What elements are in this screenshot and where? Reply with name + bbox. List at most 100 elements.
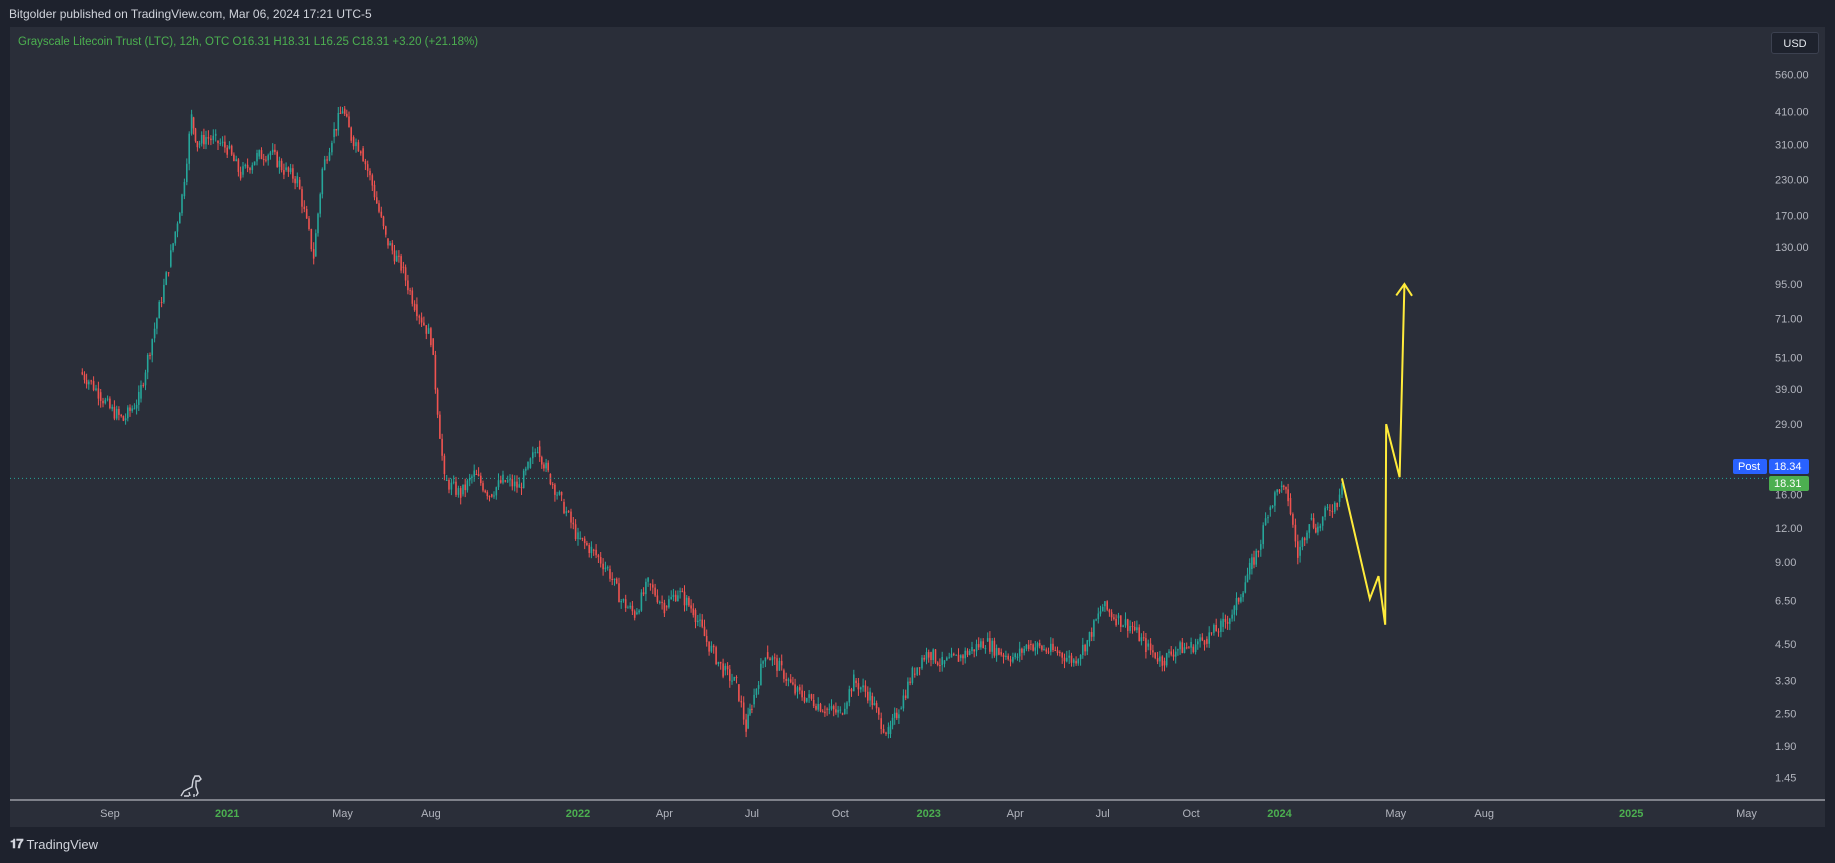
candle-body xyxy=(1262,525,1264,545)
candle-body xyxy=(871,695,874,706)
candle-body xyxy=(144,372,147,386)
tradingview-footer[interactable]: 𝟏𝟕 TradingView xyxy=(10,836,98,852)
symbol-legend[interactable]: Grayscale Litecoin Trust (LTC), 12h, OTC… xyxy=(18,36,479,48)
candle-body xyxy=(1122,625,1124,627)
price-tick-label: 6.50 xyxy=(1775,596,1796,608)
candle-body xyxy=(880,718,882,729)
price-tick-label: 71.00 xyxy=(1775,313,1803,325)
candle-body xyxy=(1021,648,1023,653)
candle-body xyxy=(244,164,247,167)
candle-body xyxy=(378,203,380,212)
time-tick-label: May xyxy=(332,808,353,820)
candle-body xyxy=(1099,611,1102,614)
candle-body xyxy=(495,487,498,496)
candle-body xyxy=(672,594,675,597)
candle-body xyxy=(364,161,367,165)
candle-body xyxy=(256,153,258,162)
currency-button[interactable]: USD xyxy=(1771,32,1819,54)
candle-body xyxy=(1315,527,1317,533)
candle-body xyxy=(124,418,127,421)
candle-body xyxy=(276,151,278,167)
candle-body xyxy=(1110,612,1113,618)
candle-body xyxy=(668,599,670,608)
candle-body xyxy=(1312,518,1315,528)
candle-body xyxy=(165,272,167,285)
candle-body xyxy=(527,462,529,469)
candle-body xyxy=(762,661,764,664)
candle-body xyxy=(274,149,276,152)
candle-body xyxy=(824,711,826,714)
price-tick-label: 170.00 xyxy=(1775,210,1809,222)
candle-body xyxy=(427,328,430,334)
candle-body xyxy=(812,700,815,706)
candle-body xyxy=(611,578,613,580)
candle-body xyxy=(158,302,160,319)
candle-body xyxy=(1075,660,1077,664)
candle-body xyxy=(85,379,88,385)
candle-body xyxy=(694,610,697,622)
candle-body xyxy=(1054,650,1057,651)
price-axis[interactable]: 1.45 1.90 2.50 3.30 4.50 6.50 9.00 12.00 16.00 29… xyxy=(1775,70,1809,785)
candle-body xyxy=(1174,651,1177,657)
candle-body xyxy=(882,729,885,733)
candle-body xyxy=(563,501,565,514)
candle-body xyxy=(303,206,306,209)
dino-icon[interactable] xyxy=(180,775,202,797)
candle-body xyxy=(543,464,545,469)
candle-body xyxy=(855,680,857,684)
candle-body xyxy=(751,708,753,710)
candle-body xyxy=(1303,538,1306,541)
candle-body xyxy=(785,679,787,681)
candle-body xyxy=(909,681,911,683)
candle-body xyxy=(371,175,374,186)
price-tick-label: 95.00 xyxy=(1775,279,1803,291)
time-tick-label: Apr xyxy=(1007,808,1024,820)
candle-body xyxy=(966,650,969,655)
candle-body xyxy=(348,116,350,128)
candle-body xyxy=(226,147,228,155)
candle-body xyxy=(953,653,955,655)
candle-body xyxy=(830,706,833,709)
candle-body xyxy=(455,481,457,495)
candle-body xyxy=(127,407,129,419)
candle-body xyxy=(681,591,684,593)
candle-body xyxy=(1063,657,1066,662)
candle-body xyxy=(1084,644,1086,652)
candle-body xyxy=(1152,650,1154,653)
candle-body xyxy=(1210,632,1213,634)
candle-body xyxy=(1222,618,1224,627)
candle-body xyxy=(1310,518,1313,520)
candle-body xyxy=(1201,637,1204,641)
candle-body xyxy=(896,712,898,719)
candle-body xyxy=(153,328,156,339)
candle-body xyxy=(468,477,471,481)
candle-body xyxy=(355,142,357,147)
candle-body xyxy=(692,608,695,616)
candle-body xyxy=(806,697,808,702)
candle-body xyxy=(151,339,153,356)
post-tag-label: Post xyxy=(1738,461,1760,473)
candle-body xyxy=(826,708,828,710)
candle-body xyxy=(305,209,308,219)
candle-body xyxy=(432,338,434,355)
candle-body xyxy=(1140,637,1143,642)
candle-body xyxy=(964,650,966,659)
candle-body xyxy=(115,409,118,419)
chart-panel[interactable] xyxy=(10,27,1825,827)
candle-body xyxy=(350,127,352,141)
candle-body xyxy=(615,578,618,584)
candle-body xyxy=(731,680,733,682)
candle-body xyxy=(262,159,265,160)
candle-body xyxy=(1027,644,1030,649)
time-axis[interactable]: Sep 2021 May Aug 2022 Apr Jul Oct 2023 Apr Jul Oct 2… xyxy=(100,808,1757,820)
candle-body xyxy=(722,663,724,677)
candle-body xyxy=(1233,606,1236,615)
candle-body xyxy=(1129,626,1131,631)
candle-body xyxy=(464,484,466,491)
candle-body xyxy=(536,452,539,454)
candle-body xyxy=(1260,544,1262,550)
candle-body xyxy=(260,150,263,159)
candle-body xyxy=(1086,640,1089,652)
candle-body xyxy=(1163,660,1166,666)
